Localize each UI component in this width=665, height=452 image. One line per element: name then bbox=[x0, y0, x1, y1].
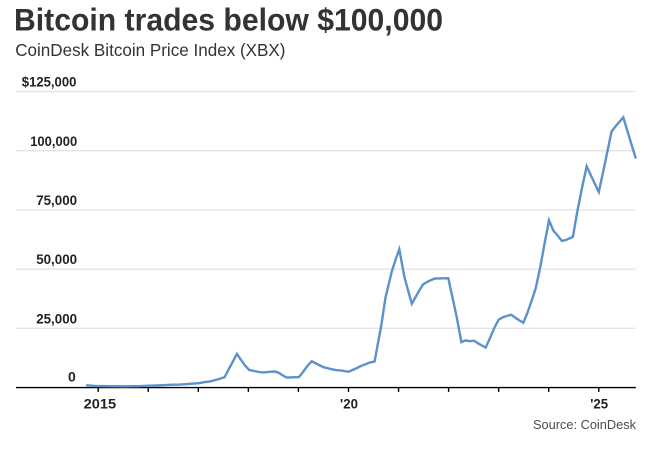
svg-text:0: 0 bbox=[68, 369, 76, 385]
svg-text:'20: '20 bbox=[340, 396, 358, 412]
svg-text:'25: '25 bbox=[590, 396, 608, 412]
svg-text:100,000: 100,000 bbox=[30, 133, 77, 149]
svg-text:50,000: 50,000 bbox=[36, 251, 77, 267]
svg-text:2015: 2015 bbox=[84, 396, 117, 412]
svg-text:75,000: 75,000 bbox=[36, 192, 77, 208]
svg-text:$125,000: $125,000 bbox=[22, 73, 77, 89]
svg-text:CoinDesk Bitcoin Price Index (: CoinDesk Bitcoin Price Index (XBX) bbox=[15, 40, 285, 60]
svg-text:Bitcoin trades below $100,000: Bitcoin trades below $100,000 bbox=[14, 2, 443, 38]
svg-text:Source: CoinDesk: Source: CoinDesk bbox=[533, 417, 636, 432]
svg-text:25,000: 25,000 bbox=[36, 310, 77, 326]
